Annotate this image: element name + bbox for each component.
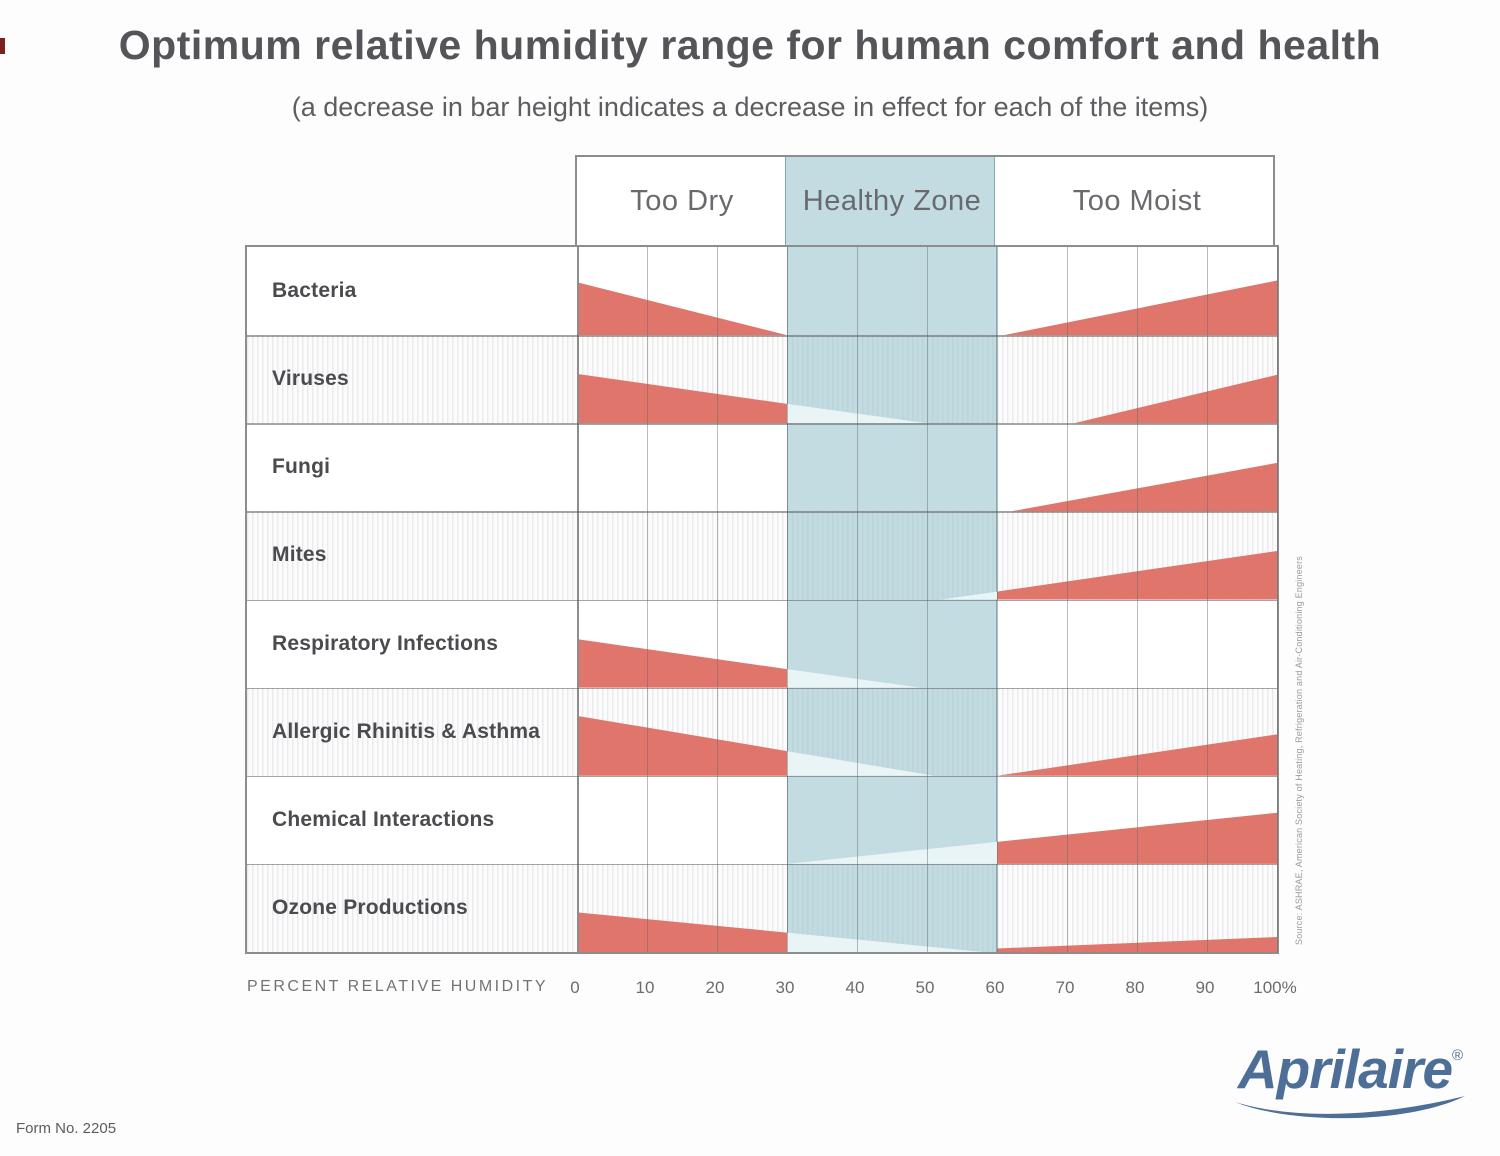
- row-separator: [247, 423, 1277, 425]
- table-row: Chemical Interactions: [247, 776, 1277, 864]
- x-axis-tick-label: 60: [985, 978, 1005, 997]
- table-row: Respiratory Infections: [247, 600, 1277, 688]
- table-row: Bacteria: [247, 247, 1277, 335]
- row-label: Chemical Interactions: [272, 807, 495, 831]
- effect-wedge: [787, 751, 934, 776]
- x-axis-tick-label: 40: [845, 978, 865, 997]
- row-separator: [247, 335, 1277, 337]
- aprilaire-logo-text: Aprilaire®: [1237, 1038, 1463, 1100]
- effect-wedge: [787, 669, 920, 688]
- table-row: Fungi: [247, 423, 1277, 511]
- effect-wedge: [997, 551, 1277, 600]
- effect-wedge: [1004, 280, 1277, 336]
- effect-wedge: [1074, 374, 1277, 424]
- grid-line-vertical: [1277, 247, 1278, 952]
- x-axis-tick-label: 0: [570, 978, 580, 997]
- row-label: Fungi: [272, 455, 331, 479]
- effect-wedge: [577, 912, 787, 952]
- row-separator: [247, 687, 1277, 690]
- zone-header: Too Dry Healthy Zone Too Moist: [575, 155, 1275, 245]
- page-subtitle: (a decrease in bar height indicates a de…: [291, 92, 1209, 122]
- zone-label-too-dry: Too Dry: [630, 184, 734, 217]
- x-axis-tick-label: 70: [1055, 978, 1075, 997]
- aprilaire-logo: Aprilaire®: [1225, 1042, 1475, 1121]
- x-axis-tick-label: 20: [705, 978, 725, 997]
- effect-wedge: [997, 812, 1277, 864]
- zone-label-healthy-zone: Healthy Zone: [802, 184, 982, 217]
- effect-wedge: [1011, 462, 1277, 512]
- effect-wedge: [787, 403, 927, 424]
- effect-wedge: [941, 591, 997, 600]
- scan-artifact: [0, 38, 5, 54]
- page-title: Optimum relative humidity range for huma…: [118, 22, 1382, 68]
- x-axis-tick-label: 100%: [1253, 978, 1297, 997]
- table-row: Viruses: [247, 335, 1277, 424]
- effect-wedge: [577, 282, 787, 336]
- x-axis-tick-label: 10: [635, 978, 655, 997]
- row-label: Viruses: [272, 367, 349, 391]
- x-axis-title: PERCENT RELATIVE HUMIDITY: [247, 978, 549, 995]
- form-number: Form No. 2205: [16, 1120, 117, 1137]
- healthy-zone-band-header: [785, 157, 995, 245]
- row-label: Mites: [272, 543, 327, 567]
- row-label: Allergic Rhinitis & Asthma: [272, 719, 541, 743]
- row-separator: [247, 863, 1277, 866]
- wedge-layer: [577, 280, 1277, 952]
- effect-wedge: [997, 937, 1277, 952]
- zone-label-too-moist: Too Moist: [1072, 184, 1202, 217]
- row-separator: [247, 599, 1277, 601]
- row-separator: [247, 775, 1277, 778]
- effect-wedge: [577, 639, 787, 688]
- effect-wedge: [577, 373, 787, 424]
- row-label: Ozone Productions: [272, 895, 468, 919]
- source-note: Source: ASHRAE, American Society of Heat…: [1294, 556, 1304, 945]
- row-label: Bacteria: [272, 279, 357, 303]
- x-axis-tick-label: 80: [1125, 978, 1145, 997]
- registered-mark: ®: [1452, 1047, 1463, 1064]
- row-separator: [247, 511, 1277, 513]
- effect-wedge: [997, 734, 1277, 776]
- row-label: Respiratory Infections: [272, 631, 499, 655]
- humidity-chart: Bacteria Viruses Fungi Mites Respiratory Inf…: [245, 245, 1279, 954]
- x-axis-tick-label: 90: [1195, 978, 1215, 997]
- x-axis-tick-label: 30: [775, 978, 795, 997]
- logo-swoosh-icon: [1235, 1096, 1465, 1119]
- effect-wedge: [787, 932, 983, 952]
- effect-wedge: [787, 841, 997, 864]
- effect-wedge: [577, 715, 787, 776]
- x-axis-tick-label: 50: [915, 978, 935, 997]
